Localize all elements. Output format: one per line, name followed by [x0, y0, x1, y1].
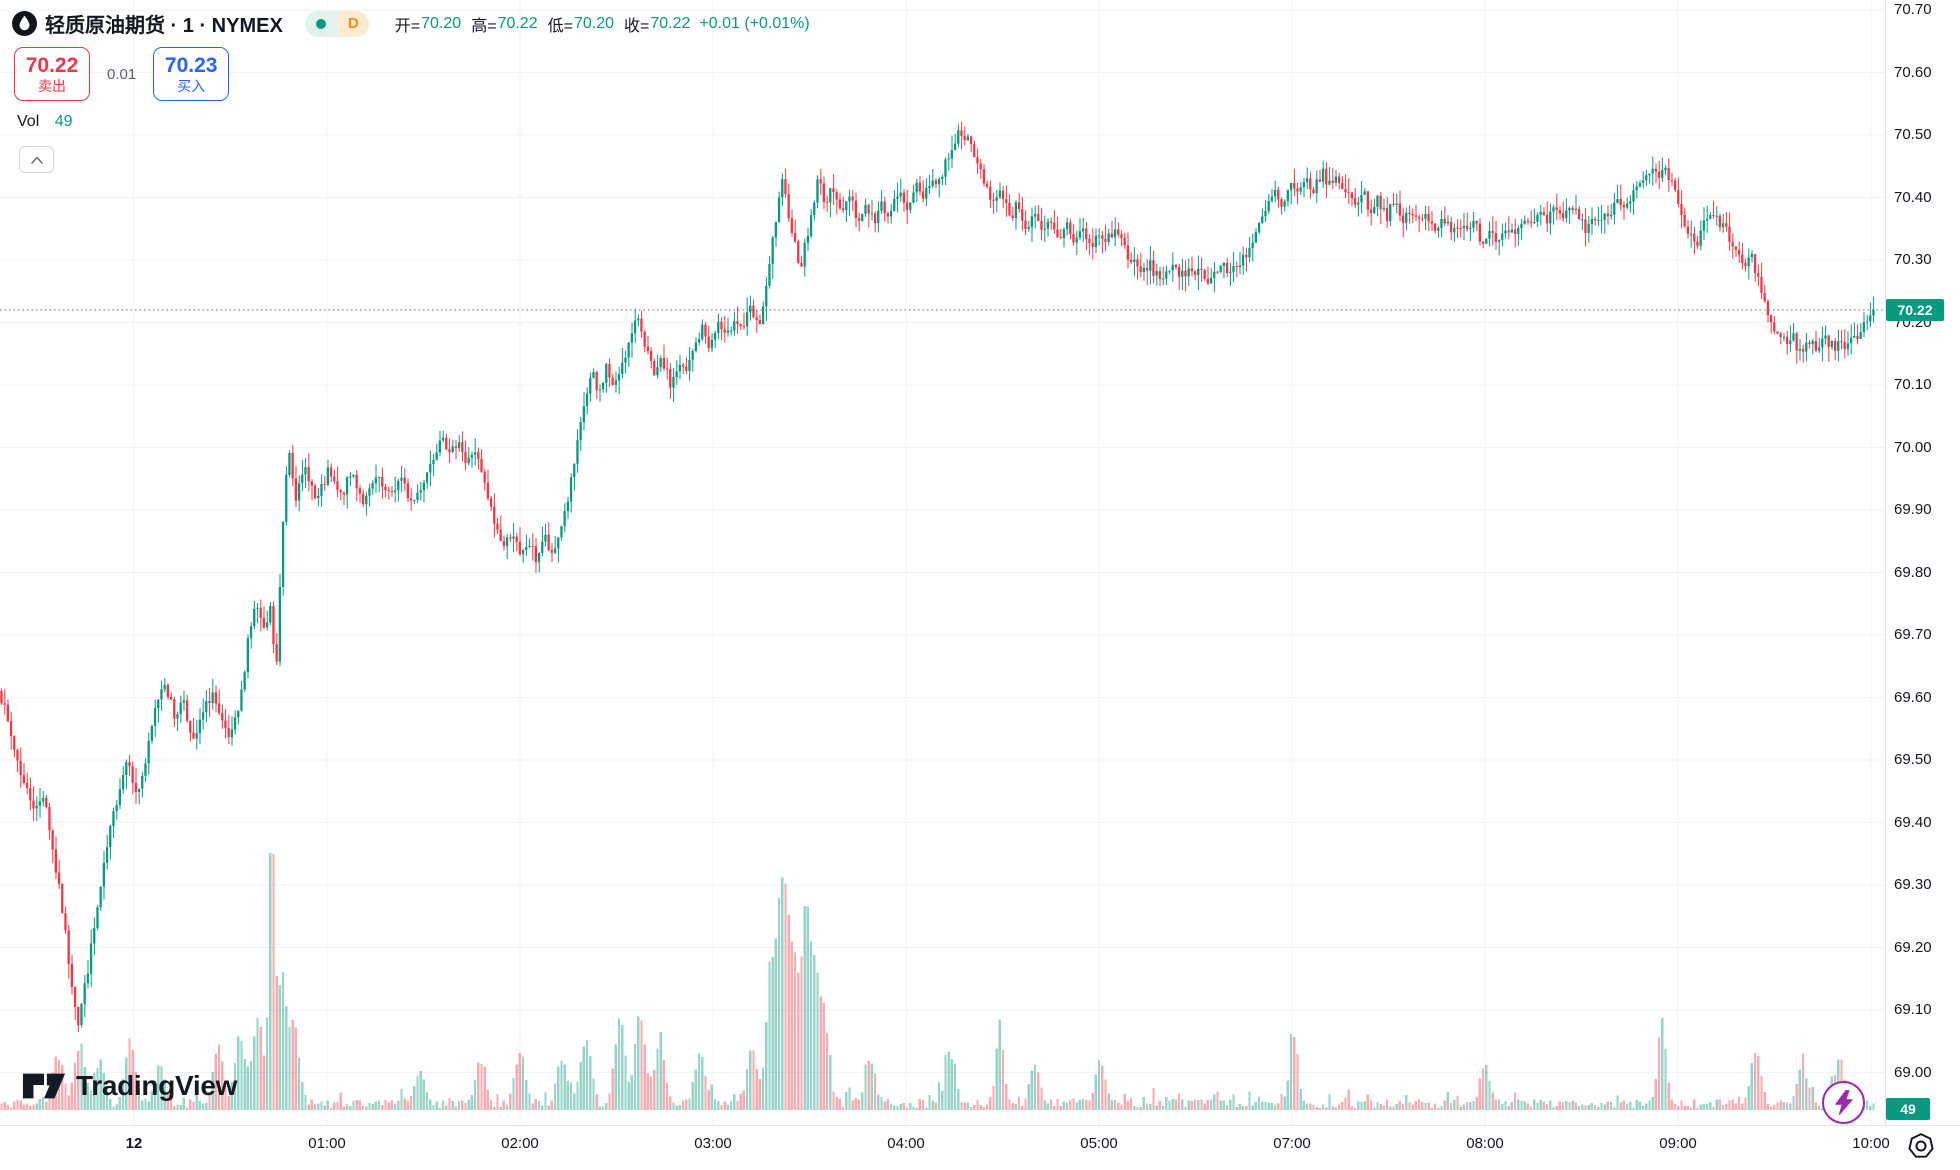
sell-price: 70.22	[25, 53, 79, 77]
volume-badge: 49	[1886, 1098, 1930, 1120]
market-status-dot-icon	[304, 10, 338, 37]
chart-header: 轻质原油期货 · 1 · NYMEX D 开= 70.20 高= 70.22 低= 7…	[12, 9, 810, 38]
time-axis-label: 08:00	[1466, 1135, 1504, 1152]
tradingview-watermark[interactable]: TradingView	[22, 1070, 237, 1102]
ohlc-close-value: 70.22	[650, 14, 691, 32]
time-axis-label: 02:00	[501, 1135, 539, 1152]
axis-settings-button[interactable]	[1904, 1129, 1938, 1163]
sell-label: 卖出	[38, 77, 66, 94]
interval-label: D	[337, 10, 369, 37]
interval-status-pill[interactable]: D	[304, 10, 369, 37]
price-axis-label: 69.20	[1894, 938, 1932, 956]
lightning-bolt-icon	[1834, 1090, 1853, 1115]
trade-panel: 70.22 卖出 0.01 70.23 买入	[14, 47, 230, 101]
volume-indicator-row: Vol 49	[17, 113, 73, 131]
price-axis-label: 70.10	[1894, 376, 1932, 393]
ohlc-open-label: 开=	[394, 17, 421, 35]
price-axis-label: 69.90	[1894, 501, 1932, 518]
price-axis-label: 69.00	[1894, 1063, 1932, 1081]
sell-button[interactable]: 70.22 卖出	[14, 47, 90, 101]
ohlc-high-value: 70.22	[497, 14, 538, 32]
ohlc-high-label: 高=	[471, 17, 497, 35]
tradingview-logo-icon	[22, 1073, 66, 1099]
chart-canvas[interactable]	[0, 0, 1885, 1125]
ohlc-close-label: 收=	[624, 17, 650, 35]
last-price-badge: 70.22	[1886, 299, 1944, 321]
price-axis-label: 69.80	[1894, 563, 1932, 581]
price-axis-label: 69.30	[1894, 876, 1932, 893]
gear-icon	[1908, 1133, 1934, 1158]
price-axis-label: 69.40	[1894, 813, 1932, 831]
price-axis-label: 69.10	[1894, 1001, 1932, 1018]
tradingview-logo-text: TradingView	[76, 1070, 238, 1101]
time-axis-label: 05:00	[1080, 1135, 1118, 1152]
ohlc-readout: 开= 70.20 高= 70.22 低= 70.20 收= 70.22 +0.01 (+…	[395, 12, 810, 36]
price-axis-label: 70.40	[1894, 188, 1932, 206]
price-axis[interactable]: 70.70 70.60 70.50 70.40 70.30 70.20 70.10 70.00…	[1885, 0, 1960, 1125]
price-axis-label: 70.00	[1894, 438, 1932, 456]
buy-label: 买入	[177, 77, 206, 94]
time-axis[interactable]: 12 01:00 02:00 03:00 04:00 05:00 07:00 08:00 09:…	[0, 1125, 1960, 1170]
price-axis-label: 69.50	[1894, 751, 1932, 768]
collapse-panel-button[interactable]	[19, 146, 54, 173]
time-axis-label: 12	[125, 1135, 143, 1152]
volume-indicator-value: 49	[54, 113, 73, 130]
time-axis-label: 01:00	[308, 1135, 346, 1152]
quick-trade-button[interactable]	[1822, 1081, 1865, 1124]
oil-drop-logo-icon	[12, 11, 37, 36]
volume-indicator-label: Vol	[17, 113, 40, 130]
price-axis-label: 70.50	[1894, 126, 1932, 143]
time-axis-labels: 12 01:00 02:00 03:00 04:00 05:00 07:00 08:00 09:…	[0, 1126, 1895, 1170]
price-axis-label: 70.60	[1894, 63, 1932, 81]
buy-button[interactable]: 70.23 买入	[153, 47, 230, 101]
ohlc-low-label: 低=	[547, 17, 573, 35]
time-axis-label: 03:00	[694, 1135, 732, 1152]
symbol-title[interactable]: 轻质原油期货 · 1 · NYMEX	[45, 15, 283, 37]
price-axis-label: 70.70	[1894, 1, 1932, 18]
time-axis-label: 04:00	[887, 1135, 925, 1152]
price-axis-label: 69.70	[1894, 626, 1932, 643]
chevron-up-icon	[30, 156, 43, 164]
time-axis-label: 07:00	[1273, 1135, 1311, 1152]
spread-value: 0.01	[107, 65, 137, 83]
time-axis-label: 10:00	[1852, 1135, 1890, 1152]
buy-price: 70.23	[164, 53, 218, 77]
price-axis-label: 69.60	[1894, 688, 1932, 706]
ohlc-open-value: 70.20	[421, 14, 462, 32]
ohlc-change: +0.01 (+0.01%)	[699, 14, 810, 32]
ohlc-low-value: 70.20	[573, 14, 615, 32]
time-axis-label: 09:00	[1659, 1135, 1697, 1152]
price-axis-label: 70.30	[1894, 251, 1932, 268]
